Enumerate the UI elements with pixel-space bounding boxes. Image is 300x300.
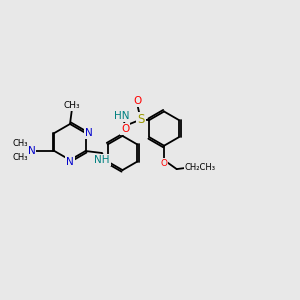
Text: CH₂CH₃: CH₂CH₃ [184,163,215,172]
Text: N: N [66,157,74,167]
Text: O: O [121,124,129,134]
Text: N: N [85,128,92,138]
Text: N: N [28,146,35,156]
Text: CH₃: CH₃ [13,154,28,163]
Text: CH₃: CH₃ [64,101,80,110]
Text: O: O [134,96,142,106]
Text: CH₃: CH₃ [13,140,28,148]
Text: HN: HN [114,111,129,121]
Text: S: S [137,113,144,126]
Text: NH: NH [94,155,110,165]
Text: O: O [160,159,168,168]
